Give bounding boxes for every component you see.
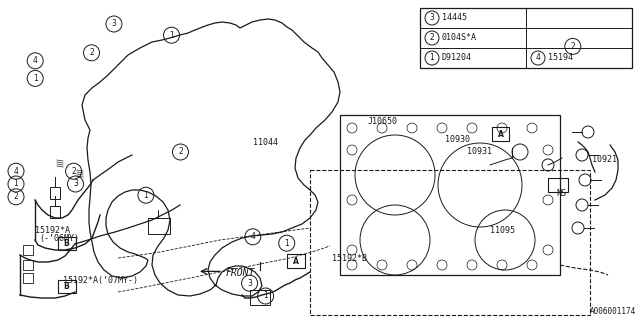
Text: J10650: J10650 — [368, 117, 398, 126]
Text: 2: 2 — [570, 42, 575, 51]
Bar — [310, 170, 590, 315]
Text: D91204: D91204 — [442, 53, 472, 62]
Text: A006001174: A006001174 — [589, 307, 636, 316]
Bar — [50, 187, 60, 199]
Text: 11044: 11044 — [253, 138, 278, 147]
Bar — [23, 245, 33, 255]
Text: 1: 1 — [33, 74, 38, 83]
Text: 4: 4 — [33, 56, 38, 65]
Text: 10930: 10930 — [445, 135, 470, 144]
Text: 15192*A(’07MY-): 15192*A(’07MY-) — [63, 276, 138, 284]
Text: 3: 3 — [429, 13, 435, 22]
Text: 15192*B: 15192*B — [332, 254, 367, 263]
Bar — [148, 218, 170, 234]
Bar — [287, 254, 305, 268]
Text: 10931: 10931 — [467, 148, 492, 156]
Bar — [23, 260, 33, 270]
Text: 1: 1 — [284, 239, 289, 248]
Text: (-’06MY): (-’06MY) — [40, 234, 80, 243]
Text: 0104S*A: 0104S*A — [442, 34, 477, 43]
Text: FRONT: FRONT — [225, 268, 255, 278]
Text: 2: 2 — [71, 167, 76, 176]
Text: 10921: 10921 — [592, 156, 617, 164]
Text: A: A — [497, 130, 504, 139]
Text: B: B — [64, 239, 69, 248]
Text: 1: 1 — [143, 191, 148, 200]
Text: A: A — [292, 257, 299, 266]
Text: NS: NS — [557, 189, 567, 198]
Bar — [250, 290, 270, 305]
Bar — [420, 8, 632, 68]
Bar — [58, 237, 76, 250]
Bar — [340, 115, 560, 275]
Text: 2: 2 — [429, 34, 435, 43]
Bar — [58, 280, 76, 293]
Text: 1: 1 — [13, 180, 19, 188]
Text: B: B — [64, 282, 69, 291]
Text: 2: 2 — [178, 148, 183, 156]
Text: 3: 3 — [111, 20, 116, 28]
Text: 3: 3 — [73, 180, 78, 188]
Bar — [548, 178, 568, 192]
Text: 1: 1 — [169, 31, 174, 40]
Text: 4: 4 — [250, 232, 255, 241]
Text: 4: 4 — [13, 167, 19, 176]
Text: 1: 1 — [263, 292, 268, 300]
Text: 15194: 15194 — [548, 53, 573, 62]
Text: 4: 4 — [536, 53, 540, 62]
Text: 14445: 14445 — [442, 13, 467, 22]
Text: 3: 3 — [247, 279, 252, 288]
Text: 1: 1 — [429, 53, 435, 62]
Text: 2: 2 — [89, 48, 94, 57]
Text: 15192*A: 15192*A — [35, 226, 70, 235]
Text: 2: 2 — [13, 192, 19, 201]
Text: 11095: 11095 — [490, 226, 515, 235]
Bar — [50, 206, 60, 218]
Bar — [23, 273, 33, 283]
Bar — [492, 127, 509, 141]
